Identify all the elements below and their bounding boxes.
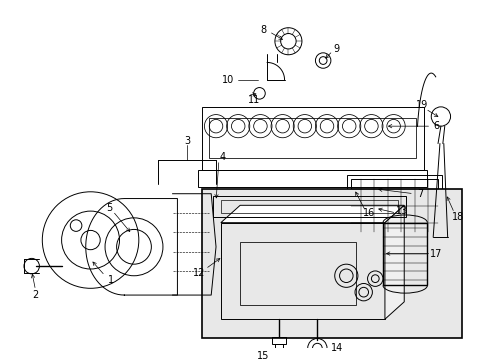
Text: 7: 7: [417, 189, 423, 199]
Bar: [240, 242, 355, 305]
Text: 19: 19: [415, 100, 427, 110]
Bar: [274, 344, 282, 356]
Text: 1: 1: [107, 275, 114, 285]
Bar: [221, 223, 384, 319]
Bar: [382, 223, 427, 285]
Text: 11: 11: [247, 95, 259, 105]
Bar: [209, 118, 415, 158]
Bar: [201, 189, 461, 338]
Text: 2: 2: [32, 290, 39, 300]
Text: 18: 18: [451, 212, 464, 222]
Text: 16: 16: [363, 208, 375, 218]
Text: 5: 5: [105, 203, 112, 213]
Text: 13: 13: [395, 206, 407, 216]
Bar: [346, 175, 441, 236]
Text: 8: 8: [260, 24, 266, 35]
Text: 12: 12: [193, 268, 205, 278]
Bar: [213, 195, 406, 217]
Bar: [221, 199, 398, 213]
Bar: [197, 170, 427, 187]
Text: 14: 14: [330, 343, 342, 353]
Bar: [201, 107, 423, 170]
Text: 4: 4: [219, 152, 225, 162]
Polygon shape: [384, 205, 404, 319]
Text: 10: 10: [222, 75, 234, 85]
Text: 6: 6: [432, 121, 438, 131]
Text: 3: 3: [183, 136, 190, 146]
Bar: [271, 337, 285, 344]
Polygon shape: [221, 205, 404, 223]
Text: 15: 15: [257, 351, 269, 360]
Text: 17: 17: [429, 248, 441, 258]
Bar: [350, 179, 437, 232]
Text: 9: 9: [333, 44, 339, 54]
